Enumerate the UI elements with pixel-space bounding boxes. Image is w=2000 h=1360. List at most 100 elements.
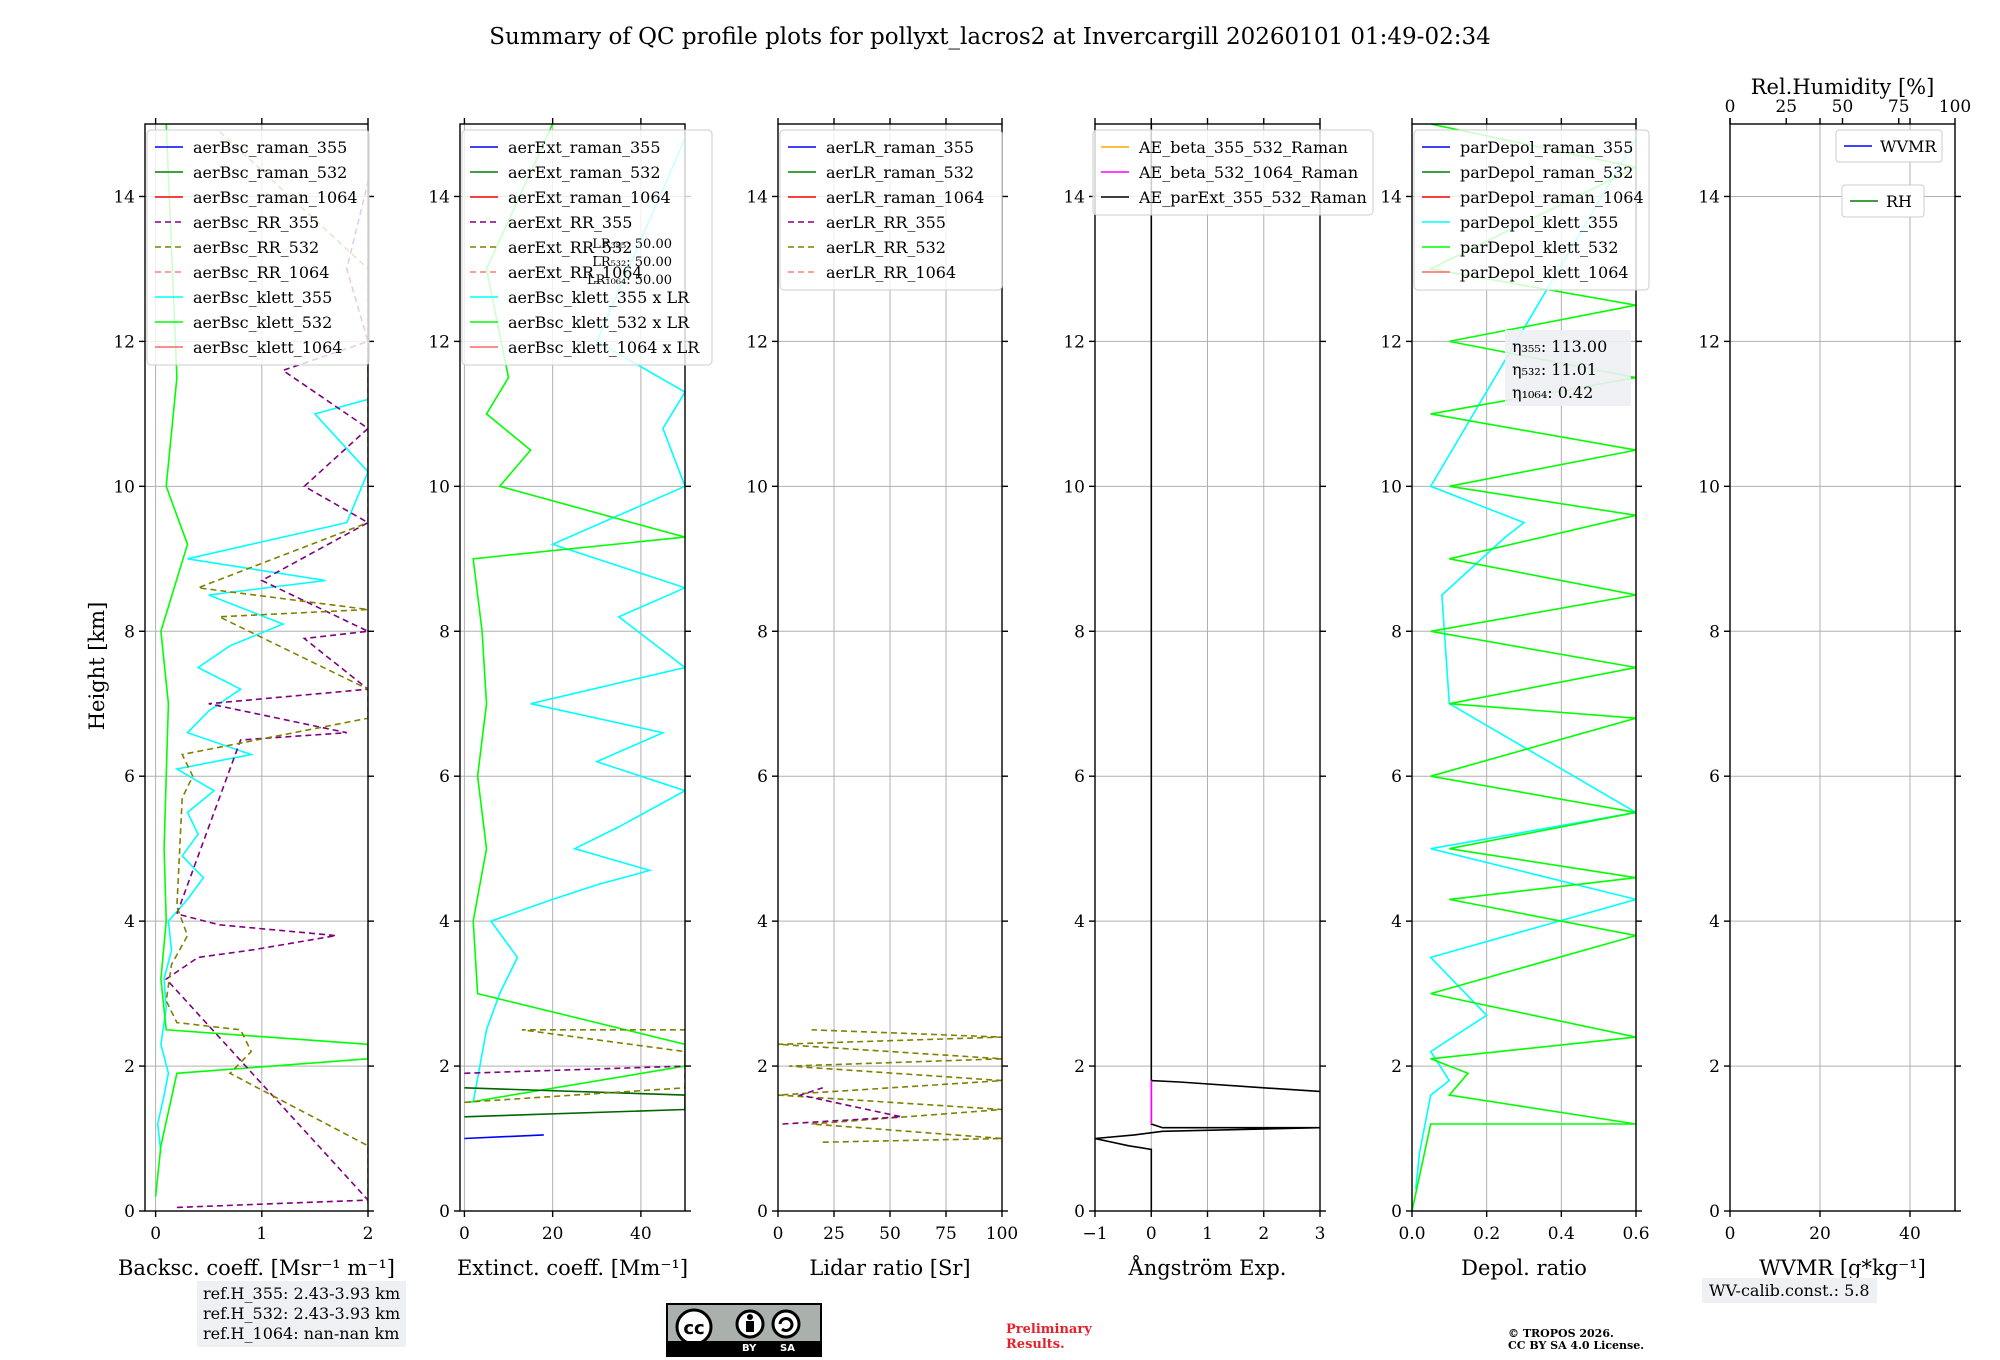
- series-aerBsc_klett_532: [154, 124, 368, 1197]
- y-tick-label: 6: [757, 767, 768, 787]
- y-tick-label: 6: [1709, 767, 1720, 787]
- legend-label: aerExt_RR_532: [508, 238, 632, 257]
- legend-label: aerLR_RR_1064: [826, 263, 956, 282]
- legend-label: aerBsc_raman_355: [193, 138, 347, 157]
- legend-label: aerBsc_raman_532: [193, 163, 347, 182]
- panels: 0 2 4 6 8 10 12 14 0 1 2 Backsc. coeff. [Msr⁻¹ m⁻¹]…: [113, 75, 1971, 1280]
- y-tick-label: 12: [1698, 332, 1720, 352]
- x-tick-label: 25: [823, 1224, 845, 1244]
- panel-depolarization: 0 2 4 6 8 10 12 14 0.0 0.2 0.4 0.6 Depol. ratio parDe…: [1380, 118, 1650, 1280]
- y-tick-label: 4: [1074, 912, 1085, 932]
- y-tick-label: 12: [746, 332, 768, 352]
- legend-label: parDepol_raman_355: [1460, 138, 1633, 157]
- legend-frame: [1841, 184, 1925, 218]
- x-tick-label: 2: [1258, 1224, 1269, 1244]
- plot-frame: [144, 123, 369, 1212]
- legend-label: aerBsc_klett_355: [193, 288, 332, 307]
- legend-label: aerExt_RR_1064: [508, 263, 643, 282]
- ref-height-532: ref.H_532: 2.43-3.93 km: [203, 1304, 401, 1323]
- series-aerLR_RR_532: [778, 1029, 1002, 1143]
- cc-license-badge[interactable]: cc BY SA: [666, 1303, 822, 1357]
- legend-label: aerExt_raman_532: [508, 163, 661, 182]
- plot-frame: [459, 123, 686, 1212]
- lr-label: LR₃₅₅: 50.00: [592, 237, 672, 252]
- legend-label: parDepol_raman_532: [1460, 163, 1633, 182]
- y-tick-label: 14: [1063, 187, 1085, 207]
- eta-frame: [1505, 330, 1631, 406]
- legend-label: aerBsc_raman_1064: [193, 188, 358, 207]
- legend-label: RH: [1886, 192, 1912, 211]
- top-x-tick-label: 25: [1775, 97, 1797, 117]
- legend-wvmr: WVMR: [1835, 129, 1943, 163]
- series-aerBsc_RR_355: [164, 181, 368, 1209]
- eta-label: η₅₃₂: 11.01: [1512, 360, 1597, 379]
- figure-title: Summary of QC profile plots for pollyxt_…: [489, 24, 1490, 50]
- legend-label: aerLR_raman_532: [826, 163, 974, 182]
- x-tick-label: −1: [1082, 1224, 1107, 1244]
- x-tick-label: 0.4: [1548, 1224, 1575, 1244]
- legend-frame: [461, 129, 713, 366]
- x-tick-label: 40: [1899, 1224, 1921, 1244]
- y-tick-label: 12: [428, 332, 450, 352]
- y-tick-label: 8: [124, 622, 135, 642]
- reference-height-box: ref.H_355: 2.43-3.93 km ref.H_532: 2.43-…: [197, 1281, 407, 1347]
- x-tick-label: 50: [879, 1224, 901, 1244]
- top-x-tick-label: 50: [1832, 97, 1854, 117]
- legend-frame: [779, 129, 1003, 291]
- x-tick-label: 2: [363, 1224, 374, 1244]
- series-group: [1095, 124, 1320, 1211]
- legend-frame: [1835, 129, 1943, 163]
- x-tick-label: 40: [630, 1224, 652, 1244]
- y-tick-label: 10: [1698, 477, 1720, 497]
- x-axis-label: Backsc. coeff. [Msr⁻¹ m⁻¹]: [118, 1256, 395, 1280]
- series-aerBsc_RR_532: [165, 130, 368, 1204]
- y-tick-label: 0: [1074, 1202, 1085, 1222]
- y-tick-label: 0: [757, 1202, 768, 1222]
- y-tick-label: 8: [439, 622, 450, 642]
- x-tick-label: 0: [1725, 1224, 1736, 1244]
- y-tick-label: 8: [1074, 622, 1085, 642]
- top-x-tick-label: 0: [1725, 97, 1736, 117]
- y-tick-label: 2: [1391, 1057, 1402, 1077]
- copyright-line2: CC BY SA 4.0 License.: [1508, 1339, 1645, 1352]
- legend-label: aerBsc_klett_532 x LR: [508, 313, 690, 332]
- preliminary-line2: Results.: [1006, 1337, 1065, 1352]
- y-tick-label: 6: [1391, 767, 1402, 787]
- legend-angstrom: AE_beta_355_532_Raman AE_beta_532_1064_Ra…: [1092, 129, 1374, 216]
- ref-height-1064: ref.H_1064: nan-nan km: [203, 1324, 400, 1343]
- series-aerBsc_klett_355 x LR: [472, 138, 685, 1103]
- y-tick-label: 10: [1063, 477, 1085, 497]
- legend-label: aerExt_raman_355: [508, 138, 661, 157]
- series-group: [464, 124, 685, 1140]
- y-tick-label: 2: [1709, 1057, 1720, 1077]
- y-axis-label: Height [km]: [85, 602, 109, 731]
- y-tick-label: 4: [1709, 912, 1720, 932]
- plot-frame: [1729, 123, 1956, 1212]
- legend-label: parDepol_raman_1064: [1460, 188, 1644, 207]
- series-aerExt_RR_355: [464, 1065, 685, 1075]
- x-tick-label: 20: [542, 1224, 564, 1244]
- legend-label: AE_parExt_355_532_Raman: [1138, 188, 1367, 207]
- x-tick-label: 0.2: [1473, 1224, 1500, 1244]
- legend-label: aerBsc_RR_532: [193, 238, 319, 257]
- ref-height-355: ref.H_355: 2.43-3.93 km: [203, 1284, 401, 1303]
- series-aerExt_raman_532: [464, 1087, 685, 1118]
- y-tick-label: 2: [439, 1057, 450, 1077]
- eta-label: η₁₀₆₄: 0.42: [1512, 383, 1593, 402]
- copyright-line1: © TROPOS 2026.: [1508, 1327, 1614, 1340]
- legend-frame: [1092, 129, 1374, 216]
- series-parDepol_klett_355: [1414, 138, 1636, 1190]
- y-tick-label: 2: [1074, 1057, 1085, 1077]
- series-aerLR_RR_355: [782, 1087, 902, 1125]
- y-tick-label: 10: [1380, 477, 1402, 497]
- plot-frame: [1411, 123, 1637, 1212]
- y-tick-label: 8: [757, 622, 768, 642]
- y-tick-label: 14: [1698, 187, 1720, 207]
- legend-label: aerExt_raman_1064: [508, 188, 671, 207]
- x-axis-label: Lidar ratio [Sr]: [809, 1256, 970, 1280]
- legend-backscatter: aerBsc_raman_355 aerBsc_raman_532 aerBsc_r…: [146, 129, 370, 366]
- svg-text:cc: cc: [683, 1318, 704, 1339]
- legend-label: aerLR_RR_355: [826, 213, 946, 232]
